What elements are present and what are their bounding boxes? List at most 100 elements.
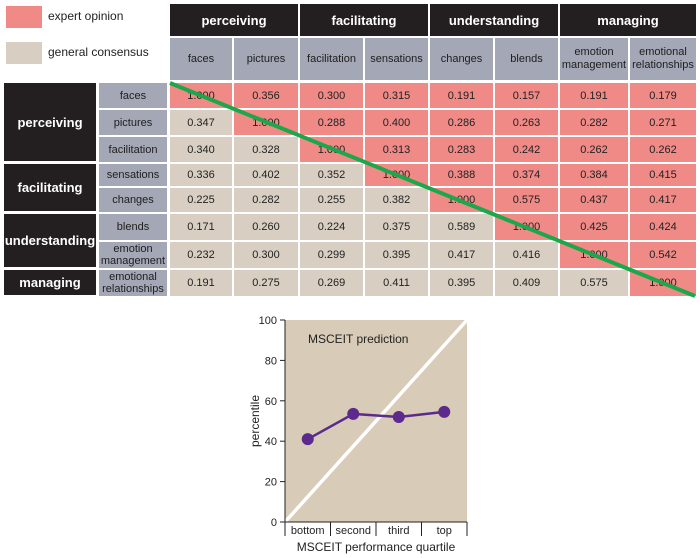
matrix-cell: 0.286 — [430, 110, 493, 135]
row-group-understanding: understanding — [4, 214, 96, 267]
matrix-cell: 0.382 — [365, 188, 428, 212]
row-header-faces: faces — [99, 83, 167, 108]
matrix-cell: 0.340 — [170, 137, 232, 162]
percentile-chart: MSCEIT prediction 0 20 40 60 80 100 bottom secon… — [248, 315, 469, 554]
prediction-line — [283, 318, 469, 524]
column-header-sensations: sensations — [365, 38, 428, 80]
matrix-cell: 0.262 — [560, 137, 628, 162]
matrix-cell: 0.179 — [630, 83, 696, 108]
diagonal-line — [169, 81, 696, 298]
column-header-facilitation: facilitation — [300, 38, 363, 80]
matrix-cell: 0.224 — [300, 214, 363, 240]
x-tick-label: top — [437, 525, 452, 537]
matrix-cell: 0.242 — [495, 137, 558, 162]
matrix-cell: 0.416 — [495, 242, 558, 268]
matrix-cell: 0.191 — [430, 83, 493, 108]
column-header-emotional-relationships: emotional relationships — [630, 38, 696, 80]
legend-swatch-consensus — [6, 42, 42, 64]
matrix-cell: 0.275 — [234, 270, 298, 296]
data-point — [392, 410, 405, 423]
row-header-facilitation: facilitation — [99, 137, 167, 162]
x-tick-label: bottom — [291, 525, 325, 537]
row-header-sensations: sensations — [99, 164, 167, 186]
correlation-matrix: perceiving facilitating understanding manag… — [4, 4, 696, 296]
matrix-cell: 0.283 — [430, 137, 493, 162]
matrix-cell: 0.300 — [234, 242, 298, 268]
matrix-cell: 0.255 — [300, 188, 363, 212]
row-header-changes: changes — [99, 188, 167, 212]
matrix-cell: 0.415 — [630, 164, 696, 186]
matrix-cell: 0.262 — [630, 137, 696, 162]
x-axis-label: MSCEIT performance quartile — [297, 540, 456, 554]
x-tick-label: third — [388, 525, 409, 537]
matrix-cell: 0.575 — [495, 188, 558, 212]
column-header-pictures: pictures — [234, 38, 298, 80]
column-group-perceiving: perceiving — [170, 4, 298, 36]
data-point — [347, 407, 360, 420]
matrix-cell: 0.191 — [560, 83, 628, 108]
legend-swatch-expert — [6, 6, 42, 28]
y-tick-label: 80 — [265, 355, 277, 367]
y-tick-label: 60 — [265, 396, 277, 408]
matrix-cell: 0.375 — [365, 214, 428, 240]
matrix-cell: 0.542 — [630, 242, 696, 268]
legend-label-expert: expert opinion — [48, 9, 124, 23]
matrix-cell: 0.417 — [430, 242, 493, 268]
column-group-managing: managing — [560, 4, 696, 36]
matrix-cell: 0.225 — [170, 188, 232, 212]
matrix-cell: 0.328 — [234, 137, 298, 162]
matrix-cell: 0.402 — [234, 164, 298, 186]
y-tick-label: 0 — [271, 517, 277, 529]
row-header-pictures: pictures — [99, 110, 167, 135]
row-header-emotional-relationships: emotional relationships — [99, 270, 167, 296]
y-tick-label: 40 — [265, 436, 277, 448]
matrix-cell: 0.269 — [300, 270, 363, 296]
matrix-cell: 0.171 — [170, 214, 232, 240]
matrix-cell: 0.260 — [234, 214, 298, 240]
matrix-cell: 0.315 — [365, 83, 428, 108]
matrix-cell: 0.374 — [495, 164, 558, 186]
y-axis-label: percentile — [248, 395, 262, 447]
legend-item-expert: expert opinion — [6, 6, 166, 28]
matrix-cell: 0.411 — [365, 270, 428, 296]
row-group-managing: managing — [4, 270, 96, 295]
series-line — [307, 410, 445, 441]
matrix-cell: 0.282 — [234, 188, 298, 212]
matrix-cell: 0.263 — [495, 110, 558, 135]
matrix-cell: 0.300 — [300, 83, 363, 108]
matrix-cell: 0.425 — [560, 214, 628, 240]
matrix-cell: 0.157 — [495, 83, 558, 108]
matrix-cell: 0.384 — [560, 164, 628, 186]
matrix-cell: 0.232 — [170, 242, 232, 268]
matrix-cell: 0.409 — [495, 270, 558, 296]
prediction-label: MSCEIT prediction — [308, 332, 408, 346]
matrix-cell: 0.424 — [630, 214, 696, 240]
row-group-perceiving: perceiving — [4, 83, 96, 161]
data-point — [438, 405, 451, 418]
matrix-cell: 0.395 — [365, 242, 428, 268]
matrix-cell: 0.282 — [560, 110, 628, 135]
matrix-cell: 0.417 — [630, 188, 696, 212]
row-header-emotion-management: emotion management — [99, 242, 167, 268]
matrix-cell: 0.191 — [170, 270, 232, 296]
diagonal-line-layer — [169, 81, 696, 298]
row-group-facilitating: facilitating — [4, 164, 96, 211]
matrix-cell: 0.336 — [170, 164, 232, 186]
row-header-blends: blends — [99, 214, 167, 240]
x-tick-label: second — [336, 525, 371, 537]
column-header-faces: faces — [170, 38, 232, 80]
column-header-blends: blends — [495, 38, 558, 80]
matrix-cell: 0.313 — [365, 137, 428, 162]
y-tick-label: 20 — [265, 477, 277, 489]
matrix-cell: 0.271 — [630, 110, 696, 135]
matrix-cell: 0.395 — [430, 270, 493, 296]
matrix-cell: 0.589 — [430, 214, 493, 240]
matrix-cell: 0.299 — [300, 242, 363, 268]
legend-label-consensus: general consensus — [48, 45, 149, 59]
data-point — [301, 433, 314, 446]
matrix-cell: 0.352 — [300, 164, 363, 186]
column-group-facilitating: facilitating — [300, 4, 428, 36]
matrix-cell: 0.575 — [560, 270, 628, 296]
matrix-cell: 0.288 — [300, 110, 363, 135]
column-header-changes: changes — [430, 38, 493, 80]
